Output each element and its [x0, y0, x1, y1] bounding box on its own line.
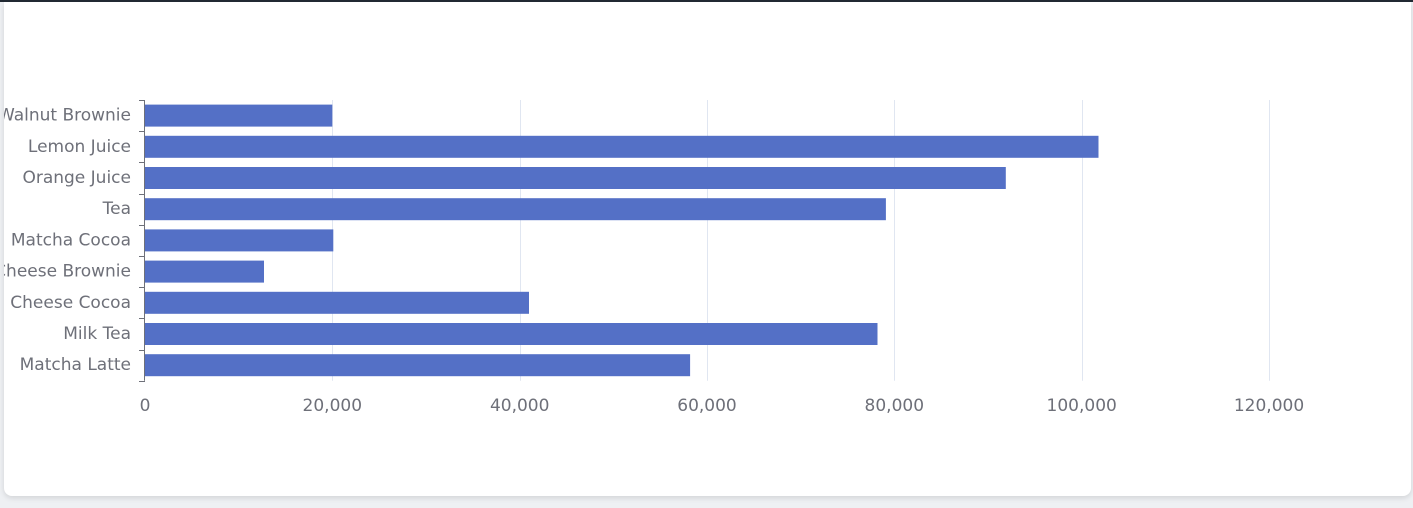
x-tick-label-0: 0 [140, 396, 151, 416]
bar-orange-juice [145, 167, 1006, 189]
y-tick-label-4: Matcha Cocoa [11, 230, 131, 250]
x-tick-label-3: 60,000 [677, 396, 736, 416]
chart-card: Walnut Brownie Lemon Juice Orange Juice Tea… [4, 2, 1411, 496]
y-tick-label-7: Milk Tea [63, 324, 131, 344]
y-tick-label-3: Tea [102, 199, 131, 219]
bar-chart: Walnut Brownie Lemon Juice Orange Juice Tea… [4, 100, 1304, 416]
x-tick-label-6: 120,000 [1234, 396, 1304, 416]
bar-matcha-cocoa [145, 229, 334, 252]
y-tick-label-5: Cheese Brownie [4, 262, 131, 282]
bar-tea [145, 198, 886, 221]
bar-cheese-cocoa [145, 291, 529, 314]
x-tick-label-4: 80,000 [865, 396, 924, 416]
y-tick-label-2: Orange Juice [22, 168, 131, 188]
bar-milk-tea [145, 323, 878, 345]
bar-cheese-brownie [145, 260, 264, 283]
bar-matcha-latte [145, 354, 691, 377]
bar-walnut-brownie [145, 104, 333, 127]
x-tick-label-5: 100,000 [1047, 396, 1117, 416]
y-tick-label-1: Lemon Juice [28, 137, 131, 157]
x-tick-label-2: 40,000 [490, 396, 549, 416]
x-tick-label-1: 20,000 [303, 396, 362, 416]
bar-lemon-juice [145, 135, 1099, 158]
y-tick-label-8: Matcha Latte [20, 355, 131, 375]
y-tick-label-0: Walnut Brownie [4, 106, 131, 126]
y-tick-label-6: Cheese Cocoa [10, 293, 131, 313]
top-strip [0, 0, 1413, 2]
